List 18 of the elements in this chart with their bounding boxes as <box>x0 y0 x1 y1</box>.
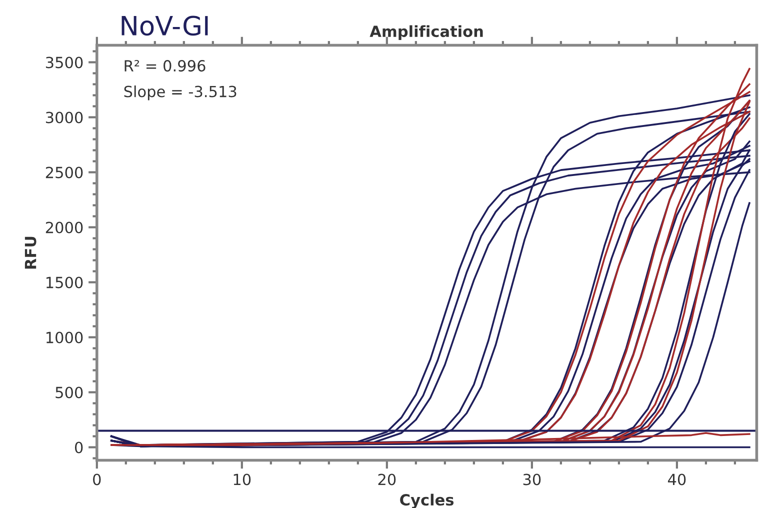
x-tick-label: 10 <box>234 474 251 486</box>
y-tick-label: 1000 <box>46 332 83 344</box>
x-tick-label: 0 <box>93 474 101 486</box>
y-axis-title: RFU <box>24 236 36 269</box>
x-tick-label: 30 <box>523 474 541 486</box>
y-tick-label: 3500 <box>46 56 83 68</box>
y-tick-label: 1500 <box>46 276 83 288</box>
y-tick-label: 2000 <box>46 222 83 234</box>
x-tick-label: 20 <box>378 474 396 486</box>
annotation: R² = 0.996 <box>124 60 206 72</box>
y-tick-label: 0 <box>74 442 83 454</box>
y-tick-label: 2500 <box>46 166 83 178</box>
annotation: Slope = -3.513 <box>124 85 236 100</box>
y-tick-label: 3000 <box>46 112 83 124</box>
x-tick-label: 40 <box>668 474 686 486</box>
y-tick-label: 500 <box>56 386 83 398</box>
chart-subtitle: Amplification <box>370 25 483 40</box>
chart-title: NoV-GI <box>122 16 208 36</box>
